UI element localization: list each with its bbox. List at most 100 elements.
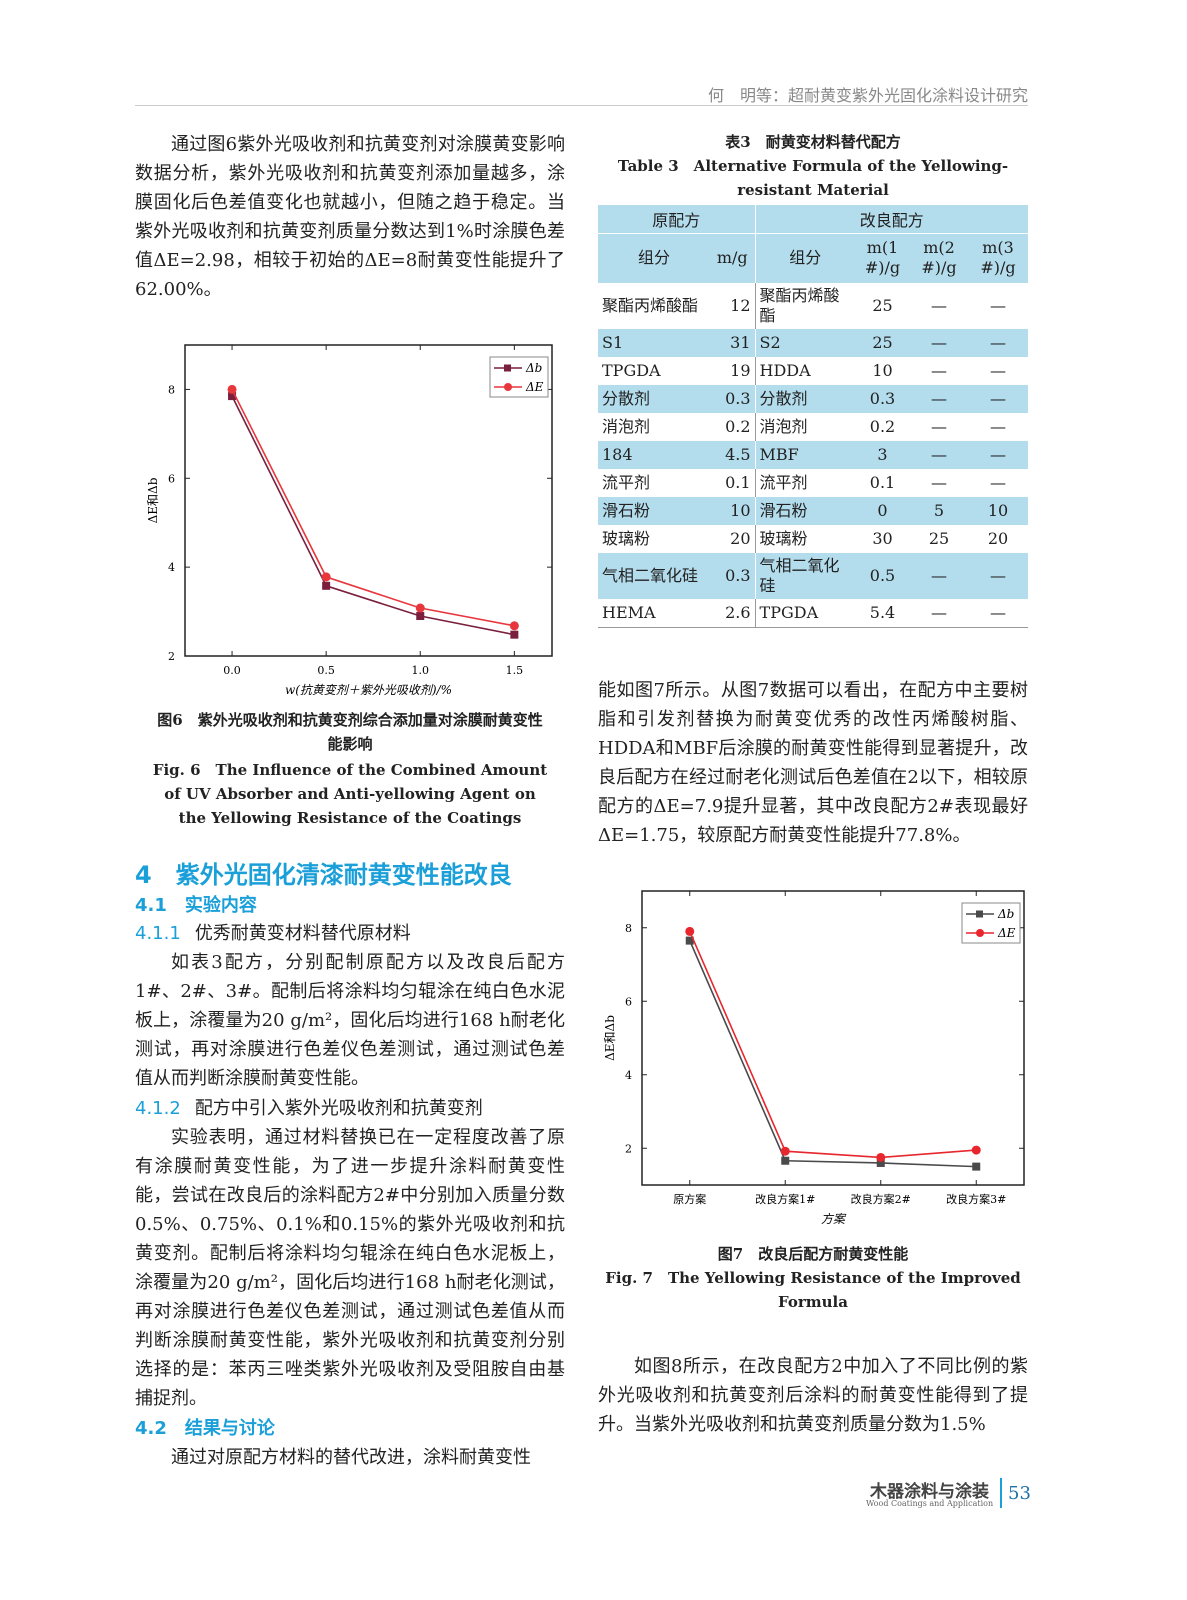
x-tick-label: 原方案: [673, 1192, 706, 1206]
table-cell: 玻璃粉: [759, 529, 808, 548]
y-tick-label: 2: [168, 650, 175, 663]
table-cell: 滑石粉: [598, 497, 710, 525]
y-axis-label: ΔE和Δb: [146, 477, 160, 523]
table-row: 滑石粉 10 滑石粉 0 5 10: [598, 497, 1029, 525]
group-header-improved: 改良配方: [755, 205, 1029, 233]
table-cell: —: [968, 385, 1029, 413]
data-point: [228, 392, 237, 401]
y-axis-label: ΔE和Δb: [603, 1015, 617, 1061]
table-cell: 12: [710, 283, 756, 329]
table-cell: —: [931, 296, 948, 315]
table-cell: 0.3: [855, 385, 911, 413]
table-cell: 25: [855, 329, 911, 357]
table-cell: 气相二氧化硅: [598, 553, 710, 599]
table-cell: 分散剂: [755, 385, 856, 413]
legend-marker: [504, 364, 511, 372]
table-cell: 0.3: [710, 385, 756, 413]
table-cell: 19: [710, 357, 756, 385]
table-cell: 滑石粉: [755, 497, 856, 525]
table-cell: —: [990, 417, 1007, 436]
table-cell: 10: [968, 497, 1029, 525]
table-cell: 0.1: [710, 469, 756, 497]
legend-marker: [976, 910, 983, 918]
series-line-delta-b: [231, 395, 515, 636]
data-point: [321, 572, 331, 582]
paragraph: 如表3配方，分别配制原配方以及改良后配方1#、2#、3#。配制后将涂料均匀辊涂在…: [135, 952, 565, 1089]
journal-name-en: Wood Coatings and Application: [866, 1499, 994, 1508]
table-3: 原配方 改良配方 组分 m/g 组分 m(1#)/g m(2#)/g m(3#)/g 聚酯丙…: [598, 205, 1029, 628]
table-cell: 聚酯丙烯酸酯: [602, 296, 699, 315]
table-cell: 4.5: [710, 441, 756, 469]
journal-name-cn: 木器涂料与涂装: [870, 1482, 989, 1502]
legend-marker: [976, 929, 984, 937]
legend-label: Δb: [525, 361, 542, 375]
section-title: 优秀耐黄变材料替代原材料: [194, 923, 411, 944]
table-cell: 0.2: [869, 417, 896, 436]
table-cell: 25: [928, 529, 950, 548]
table-cell: 5: [910, 497, 969, 525]
figure-7-caption-en: Fig. 7 The Yellowing Resistance of the I…: [605, 1269, 1021, 1311]
table-cell: 流平剂: [602, 473, 651, 492]
table-cell: 20: [710, 525, 756, 553]
x-axis-label: 方案: [821, 1212, 847, 1226]
figure-6-caption-en: Fig. 6 The Influence of the Combined Amo…: [152, 761, 548, 827]
table-cell: 聚酯丙烯酸酯: [759, 286, 840, 325]
data-point: [509, 621, 519, 631]
table-cell: —: [968, 441, 1029, 469]
y-tick-label: 4: [625, 1069, 632, 1082]
table-cell: —: [931, 417, 948, 436]
plot-frame: [641, 890, 1025, 1186]
table-cell: 25: [872, 296, 893, 315]
column-header: m(2#)/g: [910, 232, 969, 283]
table-cell: 消泡剂: [602, 417, 651, 436]
x-axis-label: w(抗黄变剂＋紫外光吸收剂)/%: [285, 683, 452, 697]
data-point: [510, 630, 519, 639]
paragraph: 实验表明，通过材料替换已在一定程度改善了原有涂膜耐黄变性能，为了进一步提升涂料耐…: [135, 1127, 565, 1409]
legend-label: ΔE: [525, 380, 544, 394]
table-row: 流平剂 0.1 流平剂 0.1— —: [598, 469, 1028, 497]
table-cell: 0: [855, 497, 911, 525]
table-cell: —: [931, 602, 948, 622]
group-header-original: 原配方: [598, 205, 756, 233]
section-4: 4 紫外光固化清漆耐黄变性能改良 4.1 实验内容 4.1.1 优秀耐黄变材料替代…: [135, 858, 565, 1472]
data-point: [876, 1158, 885, 1167]
table-cell: —: [968, 329, 1029, 357]
section-heading-4-2: 4.2 结果与讨论: [135, 1418, 275, 1439]
table-cell: —: [968, 553, 1029, 599]
data-point: [685, 926, 695, 936]
x-tick-label: 0.0: [223, 664, 241, 677]
data-point: [971, 1145, 981, 1155]
table-row: 聚酯丙烯酸酯 12 聚酯丙烯酸酯 25— —: [598, 283, 1028, 329]
column-header: 组分: [598, 232, 710, 283]
table-cell: 0.3: [710, 553, 756, 599]
y-tick-label: 8: [625, 922, 632, 935]
page-number: 53: [1008, 1483, 1031, 1504]
section-heading-4-1-2: 4.1.2 配方中引入紫外光吸收剂和抗黄变剂: [135, 1095, 565, 1123]
table-cell: —: [931, 361, 948, 380]
table-cell: 分散剂: [598, 385, 710, 413]
table-cell: 30: [872, 529, 893, 548]
paragraph: 通过对原配方材料的替代改进，涂料耐黄变性: [171, 1447, 531, 1468]
table-row: TPGDA 19 HDDA 10 — —: [598, 357, 1028, 385]
figure-6-chart: 2 4 6 8 0.0 0.5 1.0 1.5 w(抗黄变剂＋紫外光吸收剂)/% ΔE和Δb Δb Δ…: [146, 344, 553, 697]
data-point: [322, 581, 331, 590]
table-cell: —: [910, 385, 969, 413]
table-cell: 0.5: [855, 553, 911, 599]
data-point: [416, 612, 425, 621]
table-cell: —: [910, 441, 969, 469]
table-cell: —: [910, 329, 969, 357]
column-header: 组分: [755, 232, 856, 283]
column-header: m/g: [710, 232, 756, 283]
table-cell: 流平剂: [759, 473, 808, 492]
table-row: 玻璃粉 20 玻璃粉 30 25 20: [598, 525, 1028, 553]
table-cell: —: [910, 553, 969, 599]
data-point: [876, 1152, 886, 1162]
table-cell: 10: [872, 361, 893, 380]
table-cell: 0.2: [710, 413, 756, 441]
y-tick-label: 6: [625, 995, 632, 1008]
x-tick-label: 改良方案1#: [755, 1192, 815, 1206]
table-cell: S1: [598, 329, 710, 357]
table-row: 分散剂 0.3 分散剂 0.3— —: [598, 385, 1029, 413]
section-number: 4.1.2: [135, 1098, 181, 1119]
table-cell: 0.1: [869, 473, 896, 492]
